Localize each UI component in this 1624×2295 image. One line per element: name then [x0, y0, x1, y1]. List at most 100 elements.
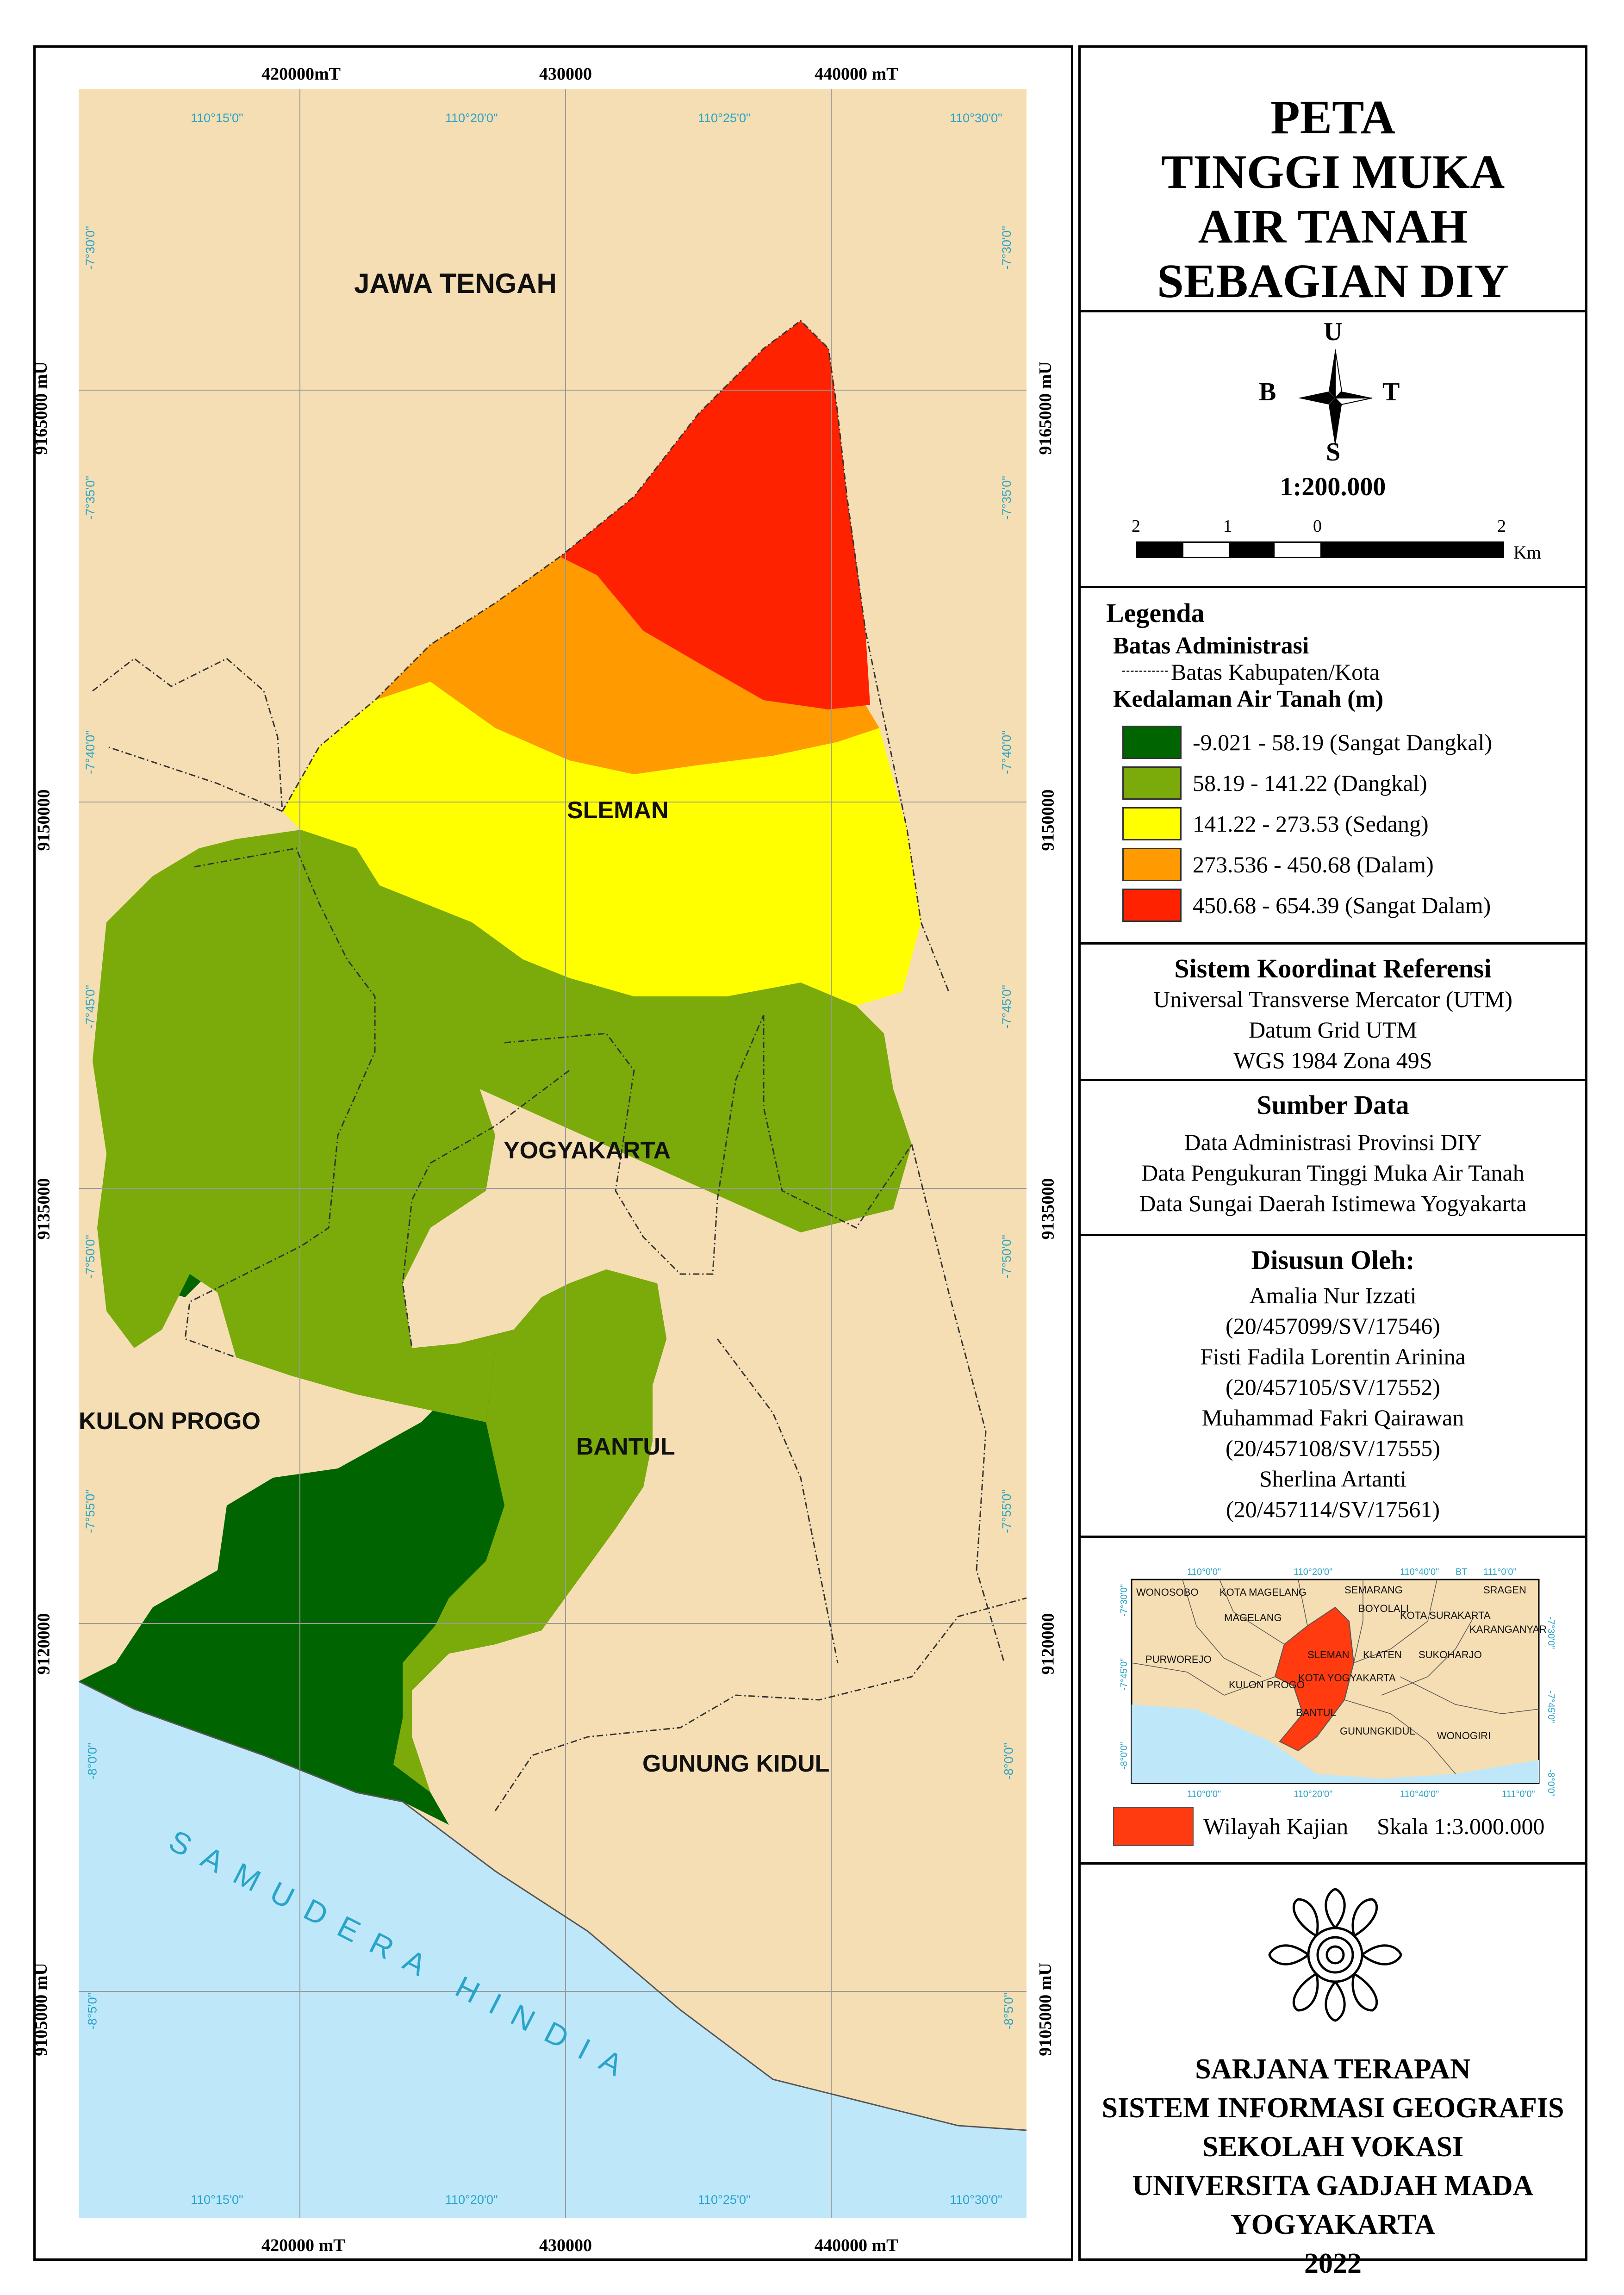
info-panel: PETA TINGGI MUKA AIR TANAH SEBAGIAN DIY …: [1078, 45, 1587, 2279]
legend-class-label: -9.021 - 58.19 (Sangat Dangkal): [1193, 729, 1493, 755]
lon-bottom-4: 110°30'0": [950, 2193, 1002, 2207]
lat-right-7: -8°0'0": [1002, 1742, 1016, 1780]
author-line-5: Muhammad Fakri Qairawan: [1201, 1405, 1464, 1430]
title-line-3: AIR TANAH: [1198, 200, 1468, 253]
scalebar-tick-3: 0: [1313, 516, 1322, 536]
inset-label: KULON PROGO: [1229, 1679, 1305, 1691]
graticule: [79, 89, 1027, 2218]
easting-top-2: 430000: [539, 64, 592, 84]
northing-left-4: 9120000: [34, 1613, 54, 1675]
lat-left-1: -7°30'0": [83, 226, 97, 270]
authors-section: Disusun Oleh: Amalia Nur Izzati (20/4570…: [1081, 1236, 1585, 1538]
crs-line-1: Universal Transverse Mercator (UTM): [1153, 986, 1513, 1012]
inset-label: PURWOREJO: [1145, 1654, 1212, 1665]
northing-right-4: 9120000: [1038, 1613, 1058, 1675]
zone-sangat-dalam: [560, 321, 870, 709]
admin-boundaries: [92, 320, 1027, 1811]
sources-section: Sumber Data Data Administrasi Provinsi D…: [1081, 1081, 1585, 1236]
inset-scale: Skala 1:3.000.000: [1377, 1813, 1545, 1839]
scalebar-unit: Km: [1513, 542, 1541, 563]
crs-heading: Sistem Koordinat Referensi: [1174, 953, 1492, 983]
author-line-6: (20/457108/SV/17555): [1226, 1435, 1440, 1461]
author-line-1: Amalia Nur Izzati: [1249, 1282, 1417, 1308]
compass-north: U: [1324, 317, 1343, 346]
label-bantul: BANTUL: [576, 1433, 675, 1460]
easting-top-3: 440000 mT: [815, 64, 898, 84]
lon-top-3: 110°25'0": [698, 111, 751, 125]
easting-top-1: 420000mT: [261, 64, 341, 84]
legend-admin-item: Batas Kabupaten/Kota: [1171, 659, 1380, 685]
inset-lon-bottom: 110°0'0": [1187, 1789, 1221, 1799]
author-line-2: (20/457099/SV/17546): [1226, 1313, 1440, 1339]
legend-class-3: 141.22 - 273.53 (Sedang): [1122, 804, 1429, 844]
compass-west: B: [1259, 378, 1276, 406]
legend-class-label: 141.22 - 273.53 (Sedang): [1193, 811, 1429, 837]
scalebar-tick-2: 1: [1223, 516, 1232, 536]
lat-right-4: -7°45'0": [999, 985, 1014, 1029]
inset-lat-left: -8°0'0": [1119, 1742, 1129, 1769]
admin-boundary-symbol: [1122, 671, 1168, 672]
northing-right-1: 9165000 mU: [1035, 361, 1055, 455]
compass-scale-section: U B T S 1:200.000 2 1 0 2 Km: [1081, 312, 1585, 588]
inset-label: MAGELANG: [1224, 1612, 1282, 1623]
crs-line-3: WGS 1984 Zona 49S: [1233, 1047, 1432, 1073]
inset-label: WONOSOBO: [1136, 1586, 1198, 1598]
inset-label: SUKOHARJO: [1419, 1649, 1482, 1661]
inset-lat-left: -7°30'0": [1119, 1584, 1129, 1617]
legend-section: Legenda Batas Administrasi Batas Kabupat…: [1081, 588, 1585, 945]
scalebar-tick-4: 2: [1497, 516, 1506, 536]
university-logo-icon: [1268, 1888, 1402, 2022]
northing-left-2: 9150000: [34, 789, 54, 851]
lat-right-1: -7°30'0": [999, 226, 1014, 270]
legend-class-1: -9.021 - 58.19 (Sangat Dangkal): [1122, 722, 1492, 762]
inset-lon-top: 110°40'0": [1400, 1567, 1439, 1577]
northing-left-1: 9165000 mU: [31, 361, 51, 455]
legend-swatch: [1122, 807, 1182, 840]
legend-class-label: 273.536 - 450.68 (Dalam): [1193, 852, 1434, 877]
title-line-4: SEBAGIAN DIY: [1157, 255, 1509, 308]
legend-class-label: 58.19 - 141.22 (Dangkal): [1193, 770, 1427, 796]
footer-line-3: SEKOLAH VOKASI: [1202, 2131, 1464, 2163]
footer-line-6: 2022: [1304, 2248, 1362, 2279]
crs-section: Sistem Koordinat Referensi Universal Tra…: [1081, 945, 1585, 1081]
northing-left-5: 9105000 mU: [31, 1963, 51, 2056]
legend-admin-heading: Batas Administrasi: [1113, 633, 1309, 659]
legend-swatch: [1122, 766, 1182, 800]
sources-heading: Sumber Data: [1257, 1090, 1409, 1120]
study-area-swatch: [1113, 1807, 1194, 1846]
title-line-2: TINGGI MUKA: [1161, 145, 1505, 199]
scalebar-tick-1: 2: [1132, 516, 1140, 536]
lat-right-2: -7°35'0": [999, 476, 1014, 520]
inset-lon-top: 110°0'0": [1187, 1567, 1221, 1577]
lat-left-4: -7°45'0": [83, 985, 97, 1029]
inset-label: WONOGIRI: [1437, 1730, 1491, 1741]
inset-lat-right: -7°45'0": [1546, 1691, 1556, 1723]
inset-lat-right: -8°0'0": [1546, 1769, 1556, 1797]
scalebar: [1136, 541, 1504, 558]
crs-line-2: Datum Grid UTM: [1249, 1017, 1417, 1043]
legend-swatch: [1122, 726, 1182, 759]
lat-left-8: -8°5'0": [85, 1992, 100, 2030]
inset-label: KOTA SURAKARTA: [1400, 1610, 1491, 1621]
inset-lat-right: -7°30'0": [1546, 1617, 1556, 1649]
label-yogyakarta: YOGYAKARTA: [504, 1137, 671, 1164]
title-line-1: PETA: [1270, 91, 1395, 144]
lat-left-3: -7°40'0": [83, 730, 97, 774]
lat-left-5: -7°50'0": [83, 1235, 97, 1279]
legend-class-label: 450.68 - 654.39 (Sangat Dalam): [1193, 892, 1491, 918]
inset-lon-bottom: 110°20'0": [1294, 1789, 1332, 1799]
map-frame: [33, 45, 1073, 2261]
northing-right-5: 9105000 mU: [1035, 1963, 1055, 2056]
lon-top-1: 110°15'0": [191, 111, 243, 125]
inset-label: KOTA YOGYAKARTA: [1298, 1672, 1396, 1684]
inset-map: WONOSOBO KOTA MAGELANG SEMARANG SRAGEN M…: [1119, 1567, 1556, 1799]
north-arrow-icon: [1298, 349, 1373, 447]
title-section: PETA TINGGI MUKA AIR TANAH SEBAGIAN DIY: [1081, 48, 1585, 312]
easting-bottom-3: 440000 mT: [815, 2236, 898, 2255]
inset-label: BANTUL: [1296, 1707, 1336, 1718]
inset-lon-bottom: 111°0'0": [1502, 1789, 1535, 1799]
label-gunung-kidul: GUNUNG KIDUL: [642, 1750, 829, 1777]
label-kulon-progo: KULON PROGO: [79, 1408, 261, 1435]
lat-right-8: -8°5'0": [1002, 1992, 1016, 2030]
zone-dangkal-west: [93, 830, 514, 1422]
